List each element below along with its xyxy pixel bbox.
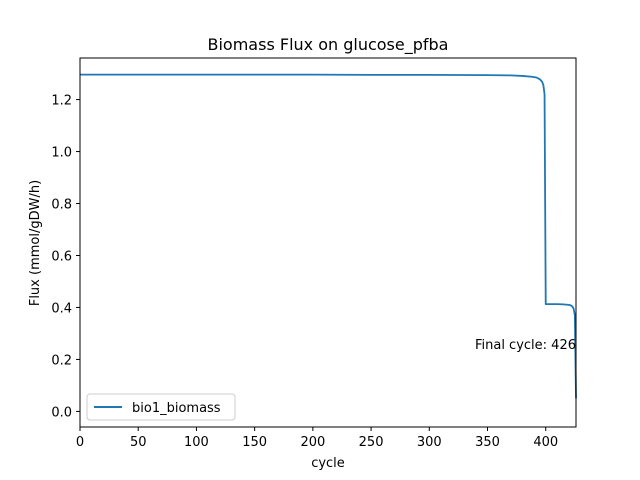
legend: bio1_biomass	[86, 393, 236, 421]
series-line-bio1_biomass	[80, 73, 577, 399]
axis-ticks: 0 50 100 150 200 250 300 350 400 0.0 0.2 0.4 0.6 0.8 1…	[51, 94, 558, 450]
y-tick-label: 0.8	[51, 198, 72, 213]
x-tick-label: 50	[130, 435, 147, 450]
x-tick-label: 100	[184, 435, 209, 450]
chart-title: Biomass Flux on glucose_pfba	[208, 35, 449, 55]
x-tick-label: 300	[417, 435, 442, 450]
x-tick-label: 200	[300, 435, 325, 450]
plot-frame	[79, 57, 577, 428]
legend-box	[86, 393, 236, 421]
y-axis-label: Flux (mmol/gDW/h)	[28, 180, 43, 306]
x-tick-label: 350	[475, 435, 500, 450]
x-tick-label: 150	[242, 435, 267, 450]
y-tick-label: 0.0	[51, 405, 72, 420]
y-tick-label: 1.2	[51, 94, 72, 109]
x-tick-label: 400	[533, 435, 558, 450]
x-tick-label: 0	[76, 435, 84, 450]
y-tick-label: 0.4	[51, 301, 72, 316]
final-cycle-annotation: Final cycle: 426	[475, 338, 576, 353]
legend-label: bio1_biomass	[132, 401, 221, 416]
y-tick-label: 1.0	[51, 146, 72, 161]
y-tick-label: 0.2	[51, 353, 72, 368]
plot-area	[79, 57, 577, 428]
x-tick-label: 250	[359, 435, 384, 450]
y-tick-label: 0.6	[51, 249, 72, 264]
x-axis-label: cycle	[311, 456, 345, 471]
